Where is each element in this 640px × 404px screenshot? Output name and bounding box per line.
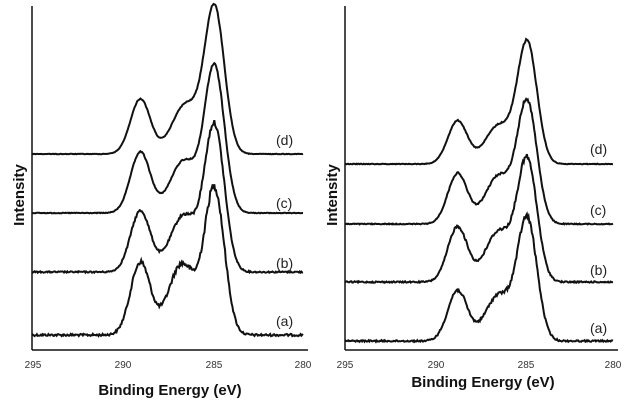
- series-line-d: [344, 37, 614, 166]
- series-line-a: [344, 211, 614, 344]
- x-tick-label: 280: [605, 360, 622, 371]
- series-line-b: [344, 153, 614, 285]
- x-tick-label: 290: [428, 360, 445, 371]
- series-label-d: (d): [276, 132, 293, 148]
- x-tick-label: 290: [115, 360, 132, 371]
- chart-panel-left: Intensity Binding Energy (eV) 295 290 28…: [11, 2, 312, 399]
- series-line-a: [31, 184, 304, 338]
- series-line-c: [344, 97, 614, 226]
- series-label-a: (a): [590, 320, 607, 336]
- series-label-d: (d): [590, 141, 607, 157]
- y-axis-label: Intensity: [11, 164, 28, 226]
- x-axis-label: Binding Energy (eV): [411, 374, 554, 391]
- series-label-c: (c): [590, 202, 606, 218]
- series-label-b: (b): [276, 255, 293, 271]
- x-tick-label: 285: [206, 360, 223, 371]
- series-line-b: [31, 119, 304, 275]
- series-label-a: (a): [276, 313, 293, 329]
- series-label-b: (b): [590, 262, 607, 278]
- x-tick-label: 280: [295, 360, 312, 371]
- chart-panel-right: Intensity Binding Energy (eV) 295 290 28…: [324, 6, 622, 391]
- series-label-c: (c): [276, 195, 292, 211]
- series-line-d: [31, 2, 304, 156]
- x-tick-label: 285: [518, 360, 535, 371]
- y-axis-label: Intensity: [324, 164, 341, 226]
- x-tick-label: 295: [337, 360, 354, 371]
- series-line-c: [31, 61, 303, 215]
- x-tick-label: 295: [25, 360, 42, 371]
- x-axis-label: Binding Energy (eV): [98, 382, 241, 399]
